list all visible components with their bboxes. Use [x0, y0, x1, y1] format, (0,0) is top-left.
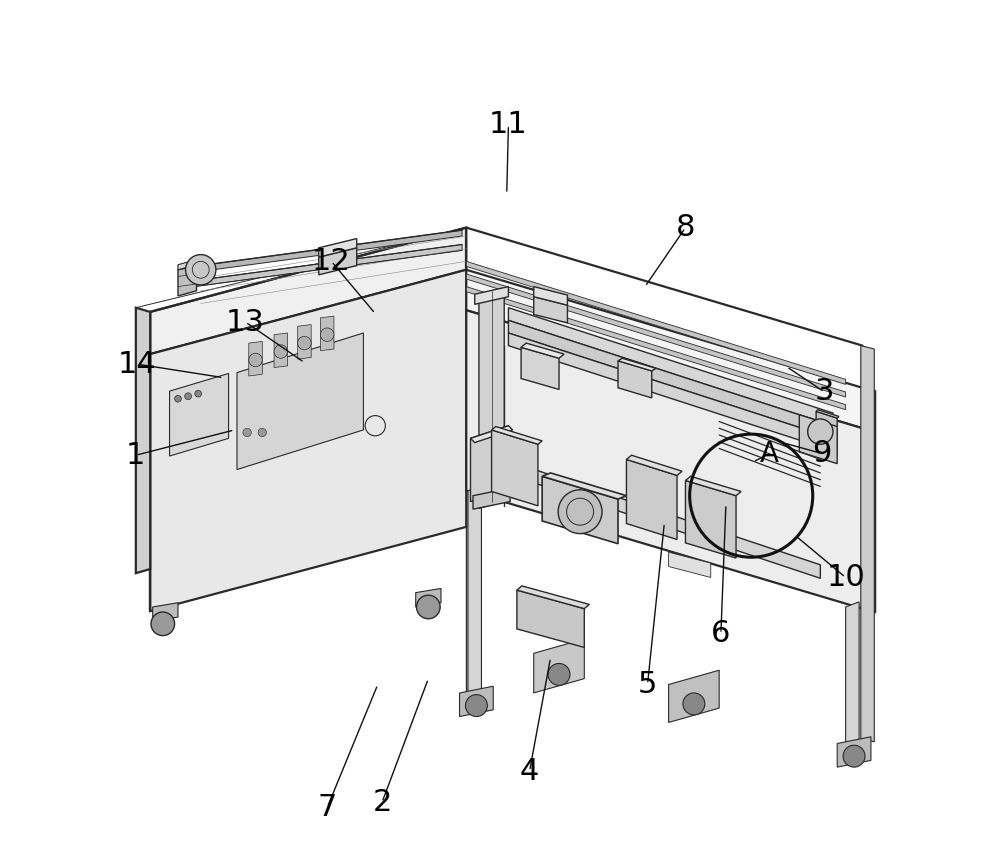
Polygon shape: [521, 343, 564, 358]
Polygon shape: [470, 426, 513, 443]
Polygon shape: [274, 333, 288, 368]
Circle shape: [558, 490, 602, 534]
Polygon shape: [861, 346, 874, 742]
Circle shape: [151, 612, 175, 636]
Polygon shape: [508, 320, 833, 438]
Text: A: A: [760, 439, 779, 468]
Text: 12: 12: [312, 247, 351, 276]
Polygon shape: [416, 588, 441, 607]
Polygon shape: [249, 341, 262, 376]
Polygon shape: [492, 430, 538, 506]
Polygon shape: [319, 248, 357, 275]
Circle shape: [249, 353, 262, 367]
Text: 4: 4: [520, 757, 539, 786]
Polygon shape: [466, 287, 846, 410]
Polygon shape: [534, 287, 567, 305]
Text: 5: 5: [638, 670, 657, 699]
Polygon shape: [542, 473, 626, 499]
Polygon shape: [319, 239, 357, 257]
Polygon shape: [799, 415, 837, 464]
Polygon shape: [320, 316, 334, 351]
Polygon shape: [153, 603, 178, 621]
Polygon shape: [170, 373, 229, 456]
Polygon shape: [178, 260, 197, 270]
Polygon shape: [473, 488, 510, 509]
Polygon shape: [237, 333, 363, 470]
Polygon shape: [492, 427, 542, 444]
Circle shape: [175, 395, 181, 402]
Polygon shape: [669, 670, 719, 722]
Polygon shape: [816, 411, 837, 455]
Polygon shape: [508, 308, 833, 426]
Polygon shape: [534, 639, 584, 693]
Polygon shape: [517, 586, 589, 609]
Circle shape: [808, 419, 833, 444]
Polygon shape: [136, 308, 150, 573]
Polygon shape: [685, 476, 741, 496]
Circle shape: [258, 428, 266, 437]
Polygon shape: [188, 230, 462, 273]
Polygon shape: [517, 590, 584, 647]
Polygon shape: [466, 261, 846, 384]
Circle shape: [274, 345, 288, 358]
Circle shape: [298, 336, 311, 350]
Circle shape: [320, 328, 334, 341]
Polygon shape: [618, 358, 656, 371]
Text: 11: 11: [489, 110, 528, 139]
Polygon shape: [534, 297, 567, 323]
Text: 10: 10: [826, 563, 865, 592]
Polygon shape: [466, 310, 862, 609]
Text: 3: 3: [815, 378, 834, 406]
Polygon shape: [470, 426, 508, 502]
Polygon shape: [150, 270, 466, 611]
Text: 7: 7: [317, 793, 337, 822]
Polygon shape: [150, 228, 466, 354]
Polygon shape: [521, 347, 559, 389]
Polygon shape: [468, 486, 481, 697]
Polygon shape: [466, 270, 862, 428]
Circle shape: [683, 693, 705, 715]
Circle shape: [417, 595, 440, 619]
Polygon shape: [466, 274, 846, 397]
Circle shape: [465, 695, 487, 717]
Polygon shape: [669, 552, 711, 577]
Polygon shape: [475, 287, 508, 304]
Text: 1: 1: [126, 441, 146, 470]
Polygon shape: [508, 333, 833, 451]
Polygon shape: [862, 388, 875, 612]
Polygon shape: [846, 602, 859, 747]
Circle shape: [185, 393, 191, 400]
Text: 6: 6: [711, 620, 731, 648]
Circle shape: [186, 255, 216, 285]
Text: 8: 8: [676, 213, 695, 242]
Polygon shape: [460, 686, 493, 717]
Polygon shape: [542, 476, 618, 544]
Polygon shape: [685, 481, 736, 558]
Polygon shape: [626, 459, 677, 540]
Polygon shape: [626, 455, 682, 475]
Polygon shape: [618, 361, 652, 398]
Circle shape: [548, 663, 570, 685]
Text: 13: 13: [226, 308, 265, 336]
Polygon shape: [178, 265, 197, 296]
Polygon shape: [479, 291, 504, 508]
Circle shape: [243, 428, 251, 437]
Polygon shape: [504, 459, 820, 578]
Polygon shape: [298, 325, 311, 359]
Polygon shape: [816, 410, 839, 418]
Polygon shape: [188, 244, 462, 287]
Polygon shape: [837, 737, 871, 767]
Text: 9: 9: [812, 439, 832, 468]
Text: 14: 14: [118, 350, 157, 379]
Circle shape: [195, 390, 202, 397]
Circle shape: [843, 745, 865, 767]
Text: 2: 2: [372, 788, 392, 817]
